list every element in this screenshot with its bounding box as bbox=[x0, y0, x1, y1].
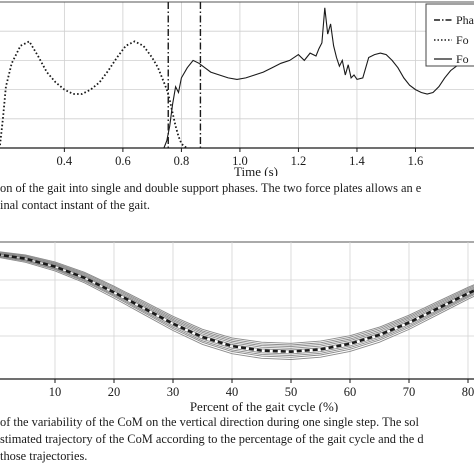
bottom-caption-line-2: stimated trajectory of the CoM according… bbox=[0, 432, 424, 446]
top-series-1-line bbox=[0, 40, 188, 149]
bottom-figure-caption: of the variability of the CoM on the ver… bbox=[0, 414, 474, 465]
bottom-x-tick-label: 40 bbox=[226, 385, 239, 399]
trajectory-line bbox=[0, 256, 474, 358]
top-chart-xlabel: Time (s) bbox=[234, 164, 278, 176]
bottom-chart-x-axis: 10 20 30 40 50 60 70 80 bbox=[0, 378, 474, 399]
legend-label-3: Fo bbox=[456, 52, 469, 66]
top-x-tick-label: 0.8 bbox=[174, 154, 190, 168]
bottom-x-tick-label: 70 bbox=[403, 385, 416, 399]
top-x-tick-label: 1.6 bbox=[408, 154, 424, 168]
bottom-caption-line-3: those trajectories. bbox=[0, 449, 88, 463]
bottom-chart-xlabel: Percent of the gait cycle (%) bbox=[190, 399, 338, 412]
top-chart-phase-markers bbox=[167, 2, 202, 148]
top-x-tick-label: 0.6 bbox=[115, 154, 131, 168]
trajectory-line bbox=[0, 253, 474, 349]
top-series-2-line bbox=[163, 7, 474, 149]
bottom-x-tick-label: 50 bbox=[285, 385, 298, 399]
top-x-tick-label: 1.4 bbox=[349, 154, 365, 168]
com-variability-chart: 10 20 30 40 50 60 70 80 Percent of the gait cyc… bbox=[0, 241, 474, 412]
top-caption-line-1: on of the gait into single and double su… bbox=[0, 181, 422, 195]
mean-trajectory-line bbox=[0, 253, 474, 354]
legend-label-1: Pha bbox=[456, 13, 474, 27]
gait-phase-chart: 0.4 0.6 0.8 1.0 1.2 1.4 1.6 Pha Fo Fo Time (s) bbox=[0, 1, 474, 176]
bottom-chart-series bbox=[0, 251, 474, 360]
trajectory-line bbox=[0, 255, 474, 357]
trajectory-line bbox=[0, 251, 474, 346]
top-x-tick-label: 1.2 bbox=[291, 154, 307, 168]
bottom-x-tick-label: 20 bbox=[108, 385, 121, 399]
top-figure-caption: on of the gait into single and double su… bbox=[0, 180, 474, 214]
top-chart-series bbox=[0, 7, 474, 149]
top-chart-legend: Pha Fo Fo bbox=[425, 3, 474, 67]
top-chart-x-axis: 0.4 0.6 0.8 1.0 1.2 1.4 1.6 bbox=[0, 147, 474, 168]
trajectory-line bbox=[0, 251, 474, 344]
top-plot-area bbox=[0, 2, 474, 148]
top-caption-line-2: inal contact instant of the gait. bbox=[0, 198, 151, 212]
bottom-chart-grid bbox=[0, 241, 474, 379]
bottom-x-tick-label: 30 bbox=[167, 385, 180, 399]
top-chart-grid bbox=[0, 1, 474, 148]
bottom-x-tick-label: 10 bbox=[49, 385, 62, 399]
bottom-x-tick-label: 80 bbox=[462, 385, 474, 399]
bottom-x-tick-label: 60 bbox=[344, 385, 357, 399]
trajectory-line bbox=[0, 253, 474, 351]
bottom-caption-line-1: of the variability of the CoM on the ver… bbox=[0, 415, 419, 429]
top-x-tick-label: 1.0 bbox=[232, 154, 248, 168]
trajectory-line bbox=[0, 257, 474, 360]
trajectory-line bbox=[0, 255, 474, 355]
top-x-tick-label: 0.4 bbox=[57, 154, 73, 168]
legend-label-2: Fo bbox=[456, 33, 469, 47]
trajectory-line bbox=[0, 252, 474, 348]
